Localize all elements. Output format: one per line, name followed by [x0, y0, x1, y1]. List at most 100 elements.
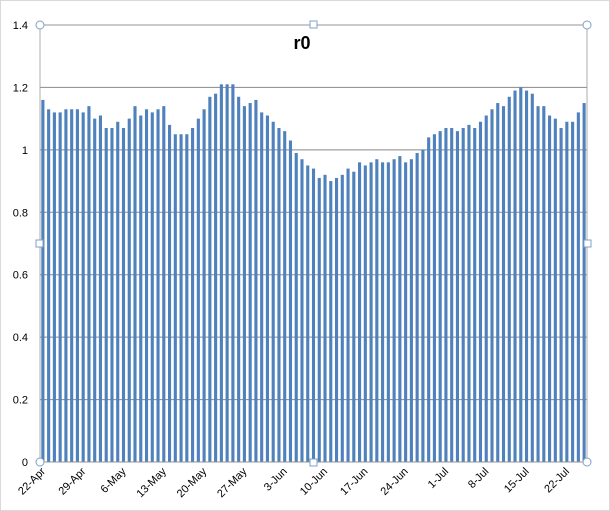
bar	[265, 115, 269, 463]
bar	[98, 115, 103, 463]
bar	[582, 103, 586, 463]
bar	[450, 128, 454, 462]
bar	[542, 106, 546, 463]
bar	[110, 128, 114, 462]
bar	[75, 109, 79, 463]
bar	[237, 96, 241, 463]
bar	[52, 112, 56, 463]
bar	[214, 93, 218, 463]
bar	[438, 131, 442, 462]
bar	[478, 121, 483, 462]
bar	[415, 152, 419, 462]
bar	[47, 109, 51, 463]
chart-title: r0	[293, 33, 310, 53]
bar	[116, 121, 120, 462]
bar	[496, 103, 500, 463]
bar	[501, 106, 506, 463]
bar	[519, 87, 523, 462]
bar	[191, 128, 195, 462]
y-tick-label: 1	[22, 145, 28, 157]
bar	[219, 84, 223, 463]
bar	[150, 112, 154, 463]
bar	[173, 134, 177, 462]
bar	[162, 106, 166, 463]
bar	[421, 149, 425, 462]
bar	[375, 159, 379, 462]
bar	[507, 96, 511, 463]
bar	[317, 177, 321, 462]
bar	[93, 118, 97, 463]
bar	[196, 118, 200, 463]
bar	[461, 128, 465, 462]
bar	[202, 109, 206, 463]
bar	[576, 112, 580, 463]
bar	[490, 109, 494, 463]
bar	[571, 121, 575, 462]
bar	[156, 109, 160, 463]
bar	[455, 131, 460, 462]
bar	[536, 106, 540, 463]
bar	[524, 90, 529, 463]
bar	[427, 137, 431, 462]
bar	[127, 118, 131, 463]
bar	[41, 99, 45, 463]
bar	[64, 109, 68, 463]
bar	[144, 109, 149, 463]
bar	[185, 134, 189, 462]
bar	[104, 128, 108, 462]
bar	[548, 115, 552, 463]
bar	[242, 106, 246, 463]
bar	[565, 121, 569, 462]
bar	[133, 106, 137, 463]
bar	[208, 96, 212, 463]
selection-frame	[35, 20, 592, 467]
bar	[248, 103, 252, 463]
y-tick-label: 0	[22, 457, 28, 469]
bar	[444, 128, 448, 462]
bar	[70, 109, 74, 463]
bar	[386, 162, 390, 463]
bar	[392, 159, 396, 462]
bar	[340, 174, 344, 463]
y-tick-label: 0.8	[13, 207, 28, 219]
bar	[311, 168, 316, 463]
bar	[277, 128, 281, 462]
bar	[87, 106, 91, 463]
bar	[398, 156, 402, 462]
bar	[346, 168, 350, 463]
bar	[306, 165, 310, 462]
bar	[294, 152, 298, 462]
bar	[260, 112, 264, 463]
bar	[283, 131, 287, 462]
bar	[179, 134, 183, 462]
bar	[559, 128, 563, 462]
bar	[352, 171, 356, 462]
bar	[369, 162, 373, 463]
bar	[513, 90, 517, 463]
bar	[409, 159, 413, 462]
bar	[81, 112, 85, 463]
bar	[231, 84, 235, 463]
bar	[363, 165, 367, 462]
bar	[473, 128, 477, 462]
bar	[329, 181, 333, 463]
bar	[530, 93, 534, 463]
bar	[271, 121, 275, 462]
bar	[553, 118, 557, 463]
bar	[432, 134, 436, 462]
y-tick-label: 0.2	[13, 395, 28, 407]
bar	[358, 162, 362, 463]
bar	[404, 162, 408, 463]
bar	[225, 84, 229, 463]
bar	[121, 128, 126, 462]
y-tick-label: 0.6	[13, 270, 28, 282]
bar	[381, 162, 385, 463]
bar	[254, 99, 258, 463]
bar	[484, 115, 488, 463]
plot-area: 00.20.40.60.811.21.422-Apr 29-Apr 6-May 13-…	[13, 20, 587, 500]
bar	[139, 115, 143, 463]
bar	[334, 177, 339, 462]
y-tick-label: 1.2	[13, 82, 28, 94]
